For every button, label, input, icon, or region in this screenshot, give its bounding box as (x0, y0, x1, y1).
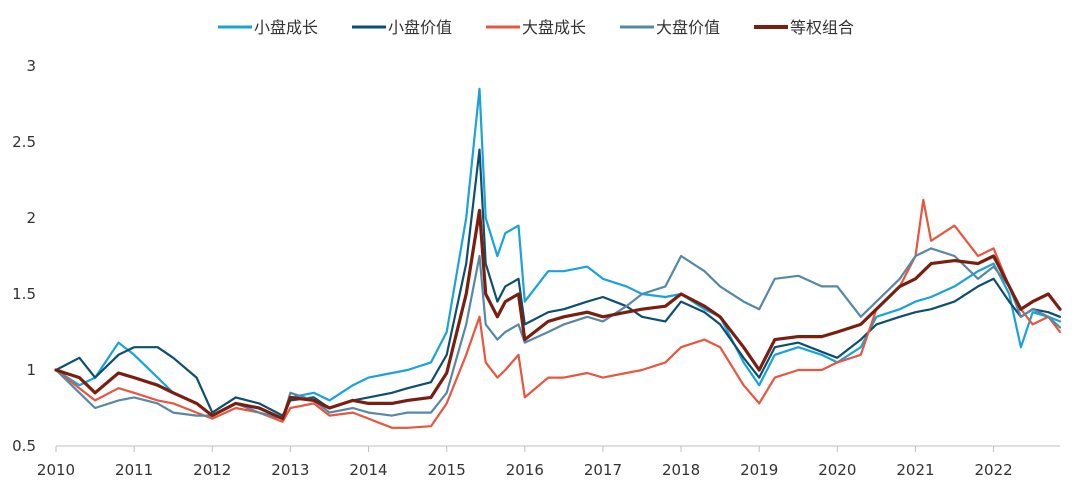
y-tick-label: 2.5 (12, 133, 36, 151)
series-line-2 (54, 148, 1062, 417)
legend-item: 等权组合 (754, 18, 854, 37)
x-tick-label: 2022 (974, 461, 1012, 479)
series-line-4 (54, 247, 1062, 420)
series-line-1 (54, 87, 1062, 420)
legend-label: 等权组合 (790, 18, 854, 37)
x-tick-label: 2013 (271, 461, 309, 479)
series-line-5 (54, 208, 1062, 421)
y-tick-label: 3 (26, 57, 36, 75)
legend-item: 大盘成长 (486, 18, 586, 37)
legend-label: 大盘成长 (522, 18, 586, 37)
x-tick-label: 2014 (349, 461, 387, 479)
x-tick-label: 2017 (584, 461, 622, 479)
x-tick-label: 2018 (662, 461, 700, 479)
plot-lines (54, 87, 1062, 429)
x-tick-label: 2019 (740, 461, 778, 479)
legend-item: 小盘成长 (218, 18, 318, 37)
x-tick-label: 2021 (896, 461, 934, 479)
y-tick-label: 1.5 (12, 285, 36, 303)
y-axis: 0.5 1 1.5 2 2.5 3 (12, 57, 36, 455)
legend-label: 小盘成长 (254, 18, 318, 37)
y-tick-label: 1 (26, 361, 36, 379)
legend-item: 大盘价值 (620, 18, 720, 37)
x-tick-label: 2016 (506, 461, 544, 479)
x-axis: 2010 2011 2012 2013 2014 2015 2016 2017 2018 2019… (37, 445, 1060, 479)
legend-item: 小盘价值 (352, 18, 452, 37)
x-tick-label: 2015 (428, 461, 466, 479)
legend-label: 大盘价值 (656, 18, 720, 37)
series-line-3 (54, 198, 1062, 429)
x-tick-label: 2011 (115, 461, 153, 479)
y-tick-label: 0.5 (12, 437, 36, 455)
legend-label: 小盘价值 (388, 18, 452, 37)
legend: 小盘成长 小盘价值 大盘成长 大盘价值 等权组合 (218, 18, 854, 37)
y-tick-label: 2 (26, 209, 36, 227)
x-tick-label: 2012 (193, 461, 231, 479)
x-tick-label: 2020 (818, 461, 856, 479)
x-tick-label: 2010 (37, 461, 75, 479)
